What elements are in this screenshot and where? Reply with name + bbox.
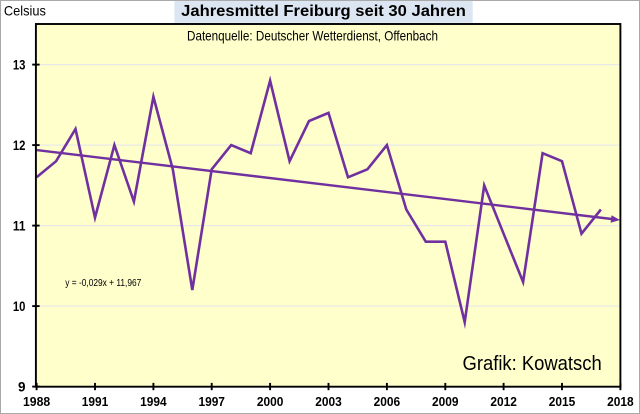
svg-text:13: 13 — [13, 58, 26, 73]
svg-text:11: 11 — [13, 219, 26, 234]
svg-text:9: 9 — [18, 380, 26, 395]
svg-text:Jahresmittel Freiburg seit 30: Jahresmittel Freiburg seit 30 Jahren — [181, 3, 466, 20]
svg-text:1991: 1991 — [82, 394, 109, 409]
svg-text:12: 12 — [13, 138, 26, 153]
svg-text:Datenquelle: Deutscher Wetterd: Datenquelle: Deutscher Wetterdienst, Off… — [187, 28, 438, 44]
svg-text:2003: 2003 — [315, 394, 342, 409]
svg-text:Grafik: Kowatsch: Grafik: Kowatsch — [463, 353, 602, 375]
svg-text:10: 10 — [13, 299, 26, 314]
svg-text:1988: 1988 — [23, 394, 50, 409]
svg-text:1994: 1994 — [140, 394, 167, 409]
svg-text:2009: 2009 — [432, 394, 459, 409]
svg-text:2006: 2006 — [374, 394, 401, 409]
svg-text:y = -0,029x + 11,967: y = -0,029x + 11,967 — [65, 278, 141, 289]
svg-text:2012: 2012 — [490, 394, 517, 409]
svg-text:2000: 2000 — [257, 394, 284, 409]
svg-text:Celsius: Celsius — [4, 3, 46, 19]
svg-text:1997: 1997 — [198, 394, 225, 409]
svg-text:2015: 2015 — [549, 394, 576, 409]
svg-text:2018: 2018 — [607, 394, 634, 409]
